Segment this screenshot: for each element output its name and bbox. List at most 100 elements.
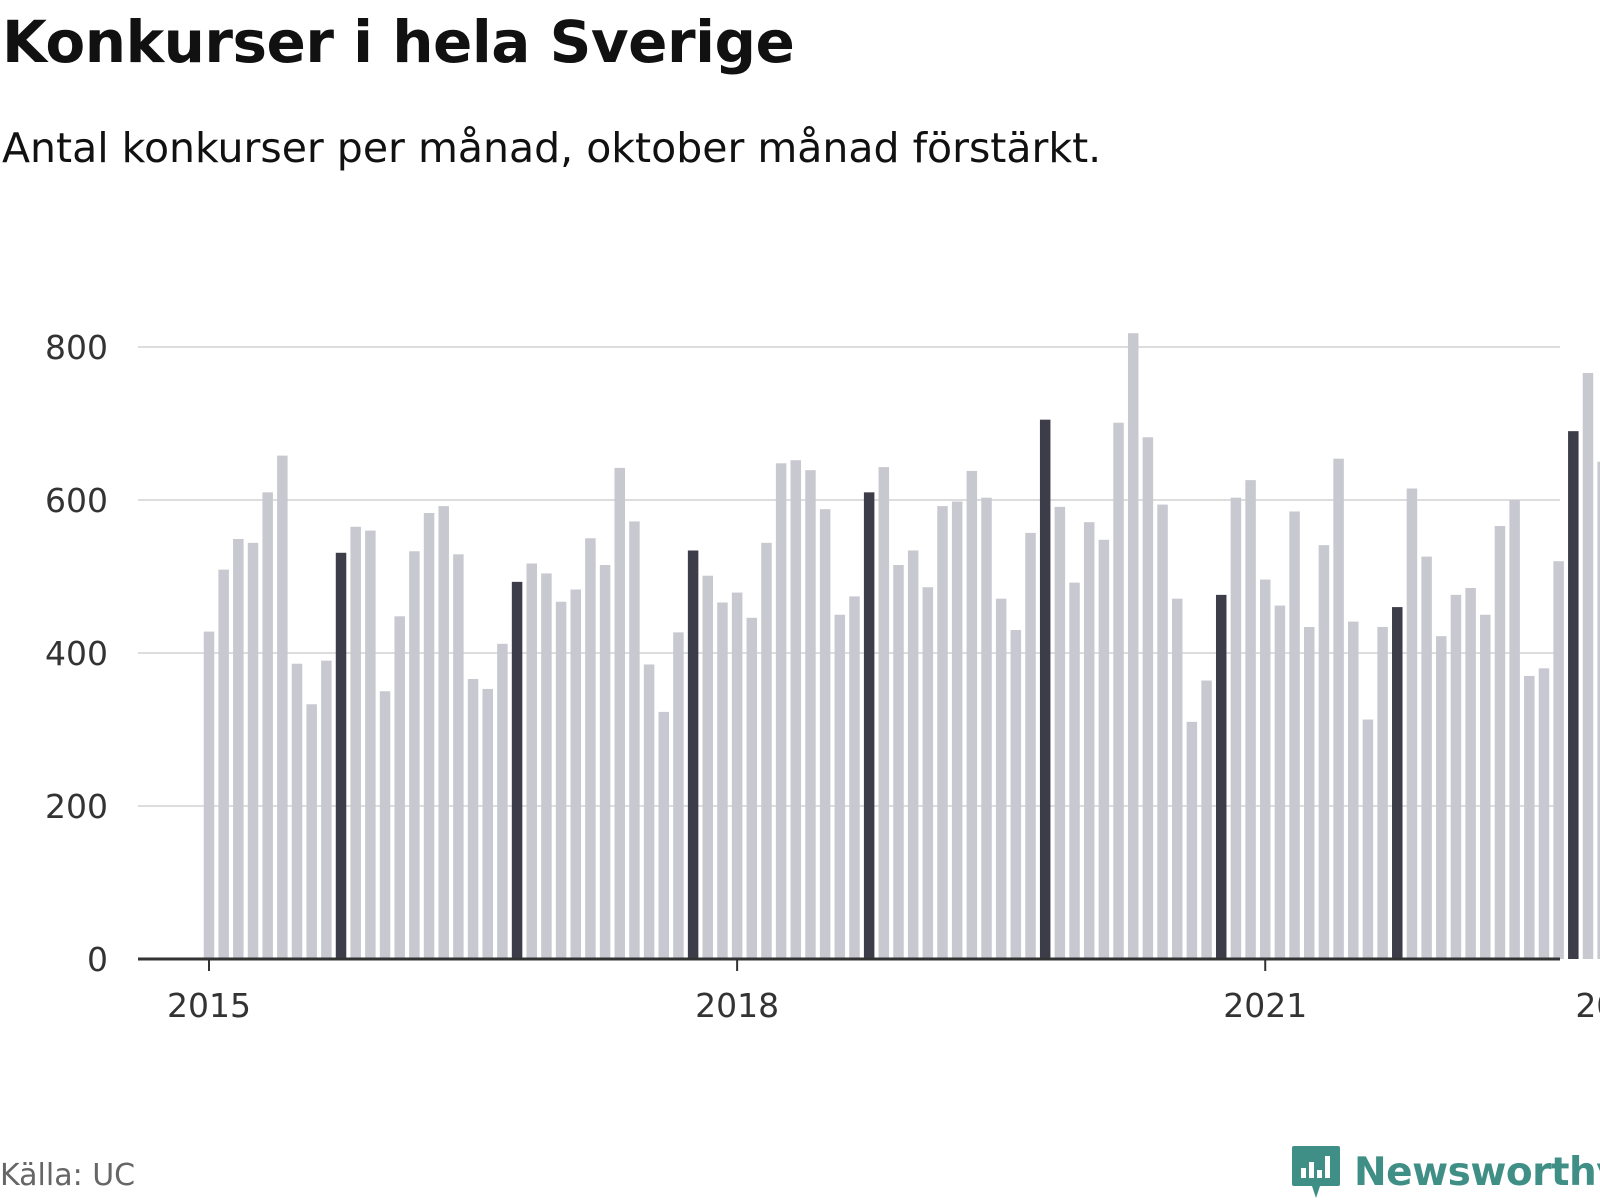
bar — [365, 530, 376, 959]
bar — [907, 550, 919, 959]
bar — [1480, 614, 1491, 959]
bar — [629, 521, 640, 959]
bar — [614, 467, 626, 959]
bar — [1362, 719, 1374, 959]
bar — [511, 581, 523, 959]
bar — [1421, 556, 1432, 959]
bar — [438, 506, 449, 959]
bar — [643, 664, 655, 959]
bar — [922, 587, 934, 959]
bar — [1377, 626, 1388, 959]
bar — [409, 551, 420, 959]
brand-logo[interactable]: Newsworthy — [1290, 1142, 1600, 1202]
bar — [1406, 488, 1418, 959]
bar — [1289, 511, 1300, 959]
bar — [702, 575, 714, 959]
chart-title: Konkurser i hela Sverige — [2, 8, 795, 76]
bar — [1127, 333, 1139, 960]
bar — [497, 643, 508, 959]
y-tick-label: 800 — [45, 328, 108, 367]
bar — [218, 569, 229, 959]
bar — [1171, 598, 1183, 959]
bar — [1215, 594, 1227, 959]
bar — [1318, 545, 1330, 959]
bar — [350, 526, 361, 959]
bar — [731, 592, 743, 959]
x-tick-label: 2018 — [695, 986, 779, 1025]
bar — [1054, 506, 1066, 959]
bar — [1333, 458, 1344, 959]
y-tick-label: 200 — [45, 787, 108, 826]
bar — [1450, 594, 1462, 959]
bar — [453, 554, 464, 959]
bar — [379, 691, 391, 959]
bar — [1538, 668, 1550, 959]
bar — [1025, 532, 1036, 959]
bar — [1201, 680, 1212, 959]
bar — [981, 497, 992, 959]
bar — [1582, 373, 1594, 959]
bar — [1259, 579, 1271, 959]
y-tick-label: 400 — [45, 634, 108, 673]
brand-name: Newsworthy — [1354, 1149, 1600, 1195]
bar — [1157, 504, 1168, 959]
bar — [1597, 461, 1600, 959]
x-tick-label: 2023 — [1575, 986, 1600, 1025]
bar — [555, 601, 567, 959]
bar — [819, 509, 831, 959]
bar — [951, 501, 963, 959]
bar — [1245, 480, 1256, 959]
bar — [790, 460, 802, 959]
bar — [1098, 539, 1110, 959]
bar — [423, 513, 435, 959]
bar — [291, 663, 303, 959]
bar — [394, 616, 405, 959]
bar — [1010, 630, 1022, 959]
bar — [1348, 621, 1359, 959]
x-tick-label: 2021 — [1223, 986, 1307, 1025]
bar — [233, 539, 244, 959]
bar — [306, 704, 317, 959]
bar-chart-speech-bubble-icon — [1292, 1146, 1340, 1198]
bar — [541, 573, 552, 959]
bar — [262, 492, 273, 959]
bar — [775, 463, 787, 959]
bar — [467, 679, 479, 959]
bar — [1524, 675, 1535, 959]
bar — [937, 506, 948, 959]
bar — [1494, 526, 1506, 959]
chart-subtitle: Antal konkurser per månad, oktober månad… — [2, 124, 1102, 172]
x-tick-label: 2015 — [167, 986, 251, 1025]
bar — [687, 550, 699, 959]
bar — [834, 614, 846, 959]
y-tick-label: 0 — [87, 940, 108, 979]
bar — [878, 467, 890, 959]
bar — [893, 565, 904, 959]
bar — [805, 470, 816, 959]
bar — [1465, 587, 1476, 959]
x-axis-ticks: 2015 2018 2021 2023 — [167, 959, 1600, 1025]
bar — [203, 631, 215, 959]
bar — [1230, 497, 1242, 959]
bar — [746, 617, 758, 959]
bar — [1113, 422, 1124, 959]
bar — [1553, 561, 1564, 959]
bar — [1392, 607, 1403, 959]
bar — [599, 565, 611, 959]
bar — [863, 492, 875, 959]
bar — [335, 552, 347, 959]
bar — [1274, 605, 1286, 959]
bar — [1142, 437, 1154, 959]
bar — [1083, 522, 1095, 959]
bar — [1186, 721, 1198, 959]
bar — [321, 660, 332, 959]
bar — [1509, 500, 1520, 959]
bar — [1039, 419, 1051, 959]
bar — [570, 589, 581, 959]
bar — [761, 542, 772, 959]
bar — [849, 596, 860, 959]
bar — [585, 538, 596, 959]
y-axis-ticks: 0 200 400 600 800 — [45, 328, 108, 979]
bar — [277, 455, 288, 959]
